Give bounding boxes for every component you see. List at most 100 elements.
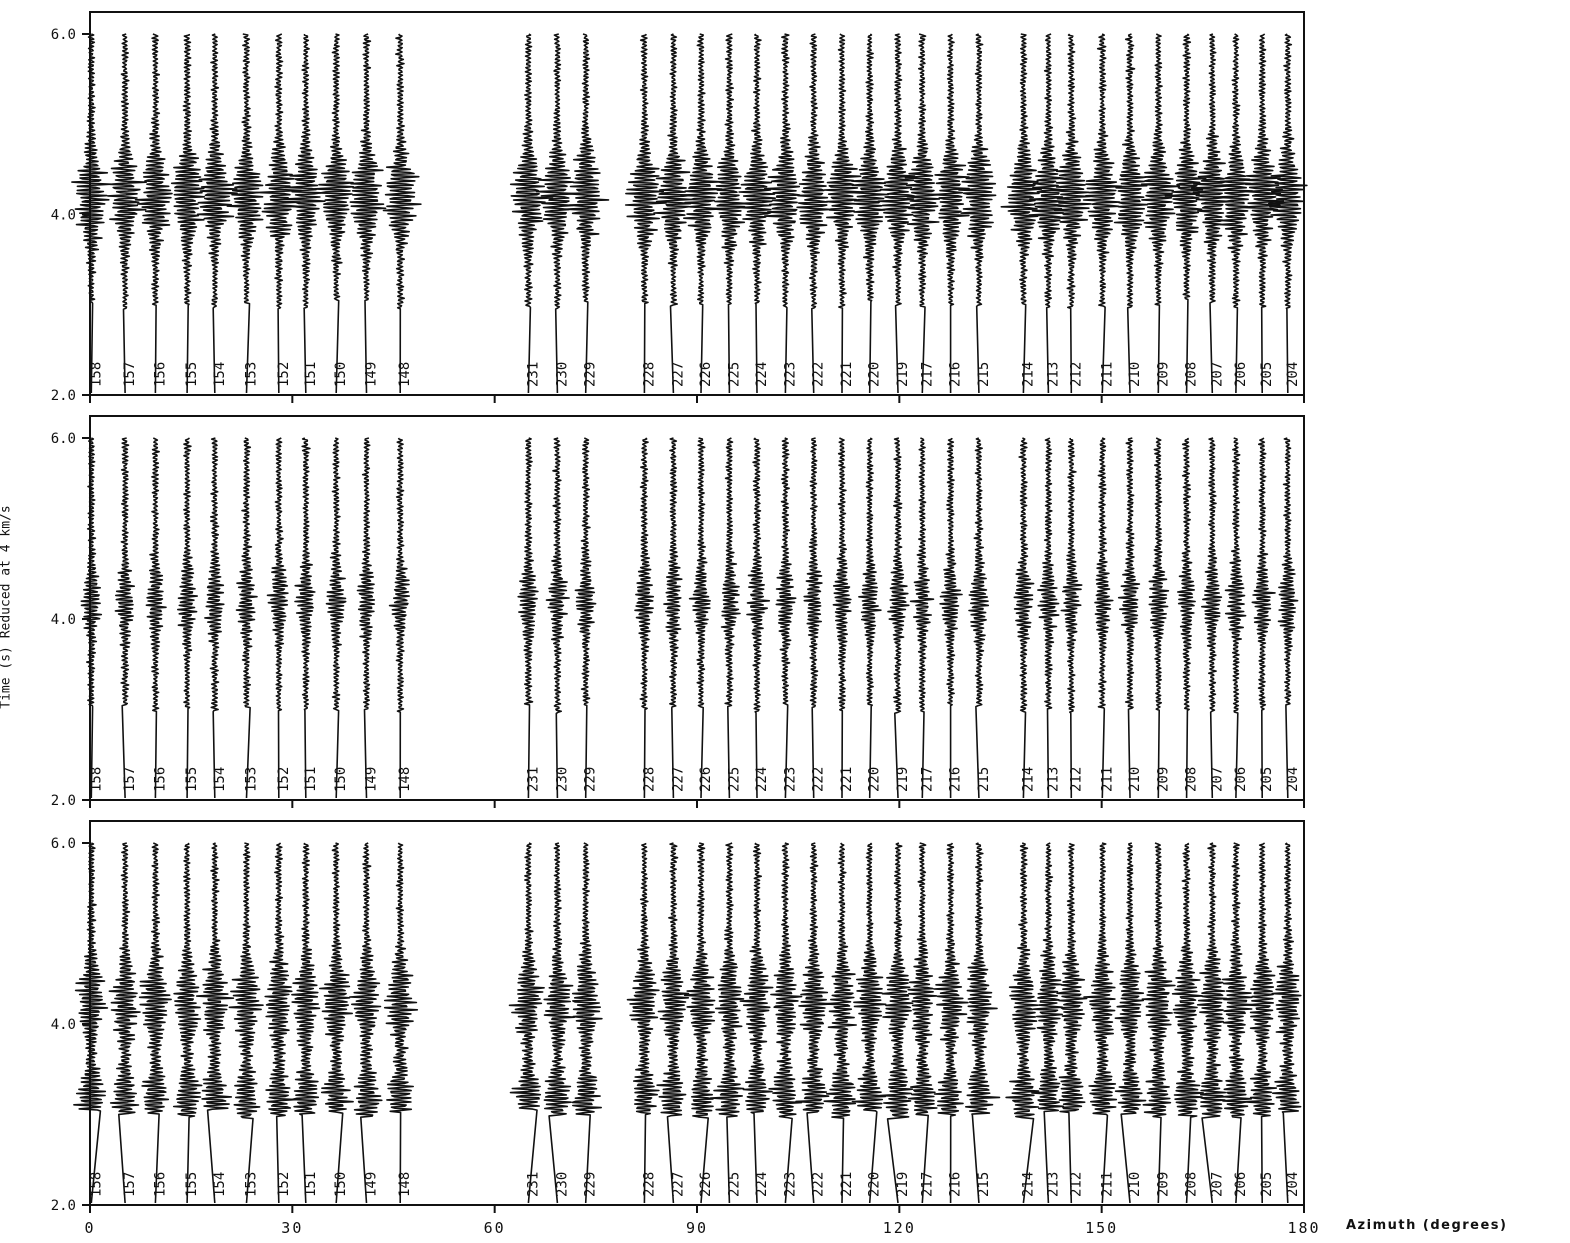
trace-waveform xyxy=(1148,437,1170,799)
trace-waveform xyxy=(739,842,774,1204)
trace-waveform xyxy=(738,33,776,394)
trace-waveform xyxy=(509,33,554,394)
trace-221: 221 xyxy=(823,842,857,1204)
trace-label: 152 xyxy=(276,1172,292,1197)
trace-waveform xyxy=(626,842,660,1204)
trace-label: 156 xyxy=(152,767,168,792)
trace-label: 231 xyxy=(525,362,541,387)
x-axis-label: Azimuth (degrees) xyxy=(1346,1218,1508,1233)
trace-waveform xyxy=(1221,842,1253,1204)
trace-waveform xyxy=(877,33,916,394)
trace-label: 215 xyxy=(976,1172,992,1197)
trace-226: 226 xyxy=(683,842,716,1204)
trace-155: 155 xyxy=(170,33,206,394)
trace-label: 204 xyxy=(1285,362,1301,387)
trace-waveform xyxy=(656,842,690,1204)
trace-205: 205 xyxy=(1242,842,1278,1204)
trace-waveform xyxy=(312,33,355,394)
trace-211: 211 xyxy=(1083,842,1118,1204)
trace-222: 222 xyxy=(803,437,827,799)
trace-waveform xyxy=(803,437,823,799)
panel-3: 2.0 4.0 6.0 0 30 60 90 120 150 180 158 157 156 155 154… xyxy=(51,820,1320,1237)
trace-label: 206 xyxy=(1233,1172,1249,1197)
trace-208: 208 xyxy=(1171,842,1204,1204)
trace-155: 155 xyxy=(177,437,200,799)
trace-waveform xyxy=(688,437,711,799)
trace-waveform xyxy=(319,842,354,1204)
trace-152: 152 xyxy=(255,33,303,394)
trace-157: 157 xyxy=(107,33,147,394)
trace-waveform xyxy=(768,842,803,1204)
trace-214: 214 xyxy=(1005,842,1040,1204)
trace-label: 149 xyxy=(364,362,380,387)
trace-label: 148 xyxy=(397,767,413,792)
trace-waveform xyxy=(795,842,834,1204)
trace-227: 227 xyxy=(653,33,694,394)
trace-label: 230 xyxy=(554,767,570,792)
trace-158: 158 xyxy=(71,33,112,394)
trace-waveform xyxy=(823,33,864,394)
trace-label: 227 xyxy=(670,1172,686,1197)
trace-waveform xyxy=(134,33,173,394)
trace-waveform xyxy=(517,437,539,799)
trace-label: 156 xyxy=(152,362,168,387)
trace-157: 157 xyxy=(114,437,138,799)
panel-frame xyxy=(89,415,1305,801)
trace-230: 230 xyxy=(545,437,570,799)
trace-label: 213 xyxy=(1045,767,1061,792)
trace-waveform xyxy=(114,437,135,799)
trace-waveform xyxy=(958,33,997,394)
trace-label: 225 xyxy=(726,767,742,792)
trace-label: 207 xyxy=(1209,362,1225,387)
trace-229: 229 xyxy=(574,437,599,799)
y-tick-label: 4.0 xyxy=(51,208,76,224)
trace-waveform xyxy=(574,437,597,799)
trace-label: 220 xyxy=(867,767,883,792)
trace-waveform xyxy=(325,437,347,799)
trace-waveform xyxy=(1140,33,1181,394)
trace-waveform xyxy=(145,437,167,799)
trace-label: 223 xyxy=(782,362,798,387)
trace-label: 211 xyxy=(1099,362,1115,387)
trace-207: 207 xyxy=(1191,33,1234,394)
trace-waveform xyxy=(535,33,577,394)
trace-waveform xyxy=(1060,437,1083,799)
x-tick-label: 0 xyxy=(84,1219,95,1237)
trace-217: 217 xyxy=(909,437,935,799)
trace-148: 148 xyxy=(388,437,413,799)
trace-209: 209 xyxy=(1148,437,1171,799)
trace-label: 216 xyxy=(948,767,964,792)
trace-label: 222 xyxy=(811,1172,827,1197)
trace-label: 208 xyxy=(1184,767,1200,792)
trace-waveform xyxy=(1037,437,1060,799)
trace-waveform xyxy=(226,33,264,394)
trace-label: 221 xyxy=(839,1172,855,1197)
trace-waveform xyxy=(264,842,297,1204)
x-tick-label: 60 xyxy=(484,1219,506,1237)
trace-waveform xyxy=(939,437,963,798)
trace-216: 216 xyxy=(933,842,969,1204)
trace-label: 229 xyxy=(583,1172,599,1197)
trace-waveform xyxy=(720,437,741,799)
trace-waveform xyxy=(1177,437,1196,799)
trace-213: 213 xyxy=(1037,437,1061,799)
trace-waveform xyxy=(508,842,545,1204)
trace-151: 151 xyxy=(294,437,319,799)
trace-label: 212 xyxy=(1068,362,1084,387)
trace-150: 150 xyxy=(325,437,349,799)
trace-waveform xyxy=(1141,842,1176,1204)
trace-210: 210 xyxy=(1117,437,1143,799)
trace-label: 219 xyxy=(895,362,911,387)
trace-label: 217 xyxy=(919,1172,935,1197)
trace-228: 228 xyxy=(634,437,657,799)
x-tick-label: 180 xyxy=(1287,1219,1320,1237)
trace-waveform xyxy=(196,33,238,394)
trace-waveform xyxy=(1094,437,1114,799)
trace-156: 156 xyxy=(134,33,173,394)
trace-label: 151 xyxy=(303,1172,319,1197)
trace-waveform xyxy=(1171,842,1204,1204)
trace-204: 204 xyxy=(1277,437,1301,799)
trace-209: 209 xyxy=(1141,842,1176,1204)
trace-label: 223 xyxy=(782,1172,798,1197)
trace-154: 154 xyxy=(204,437,228,799)
